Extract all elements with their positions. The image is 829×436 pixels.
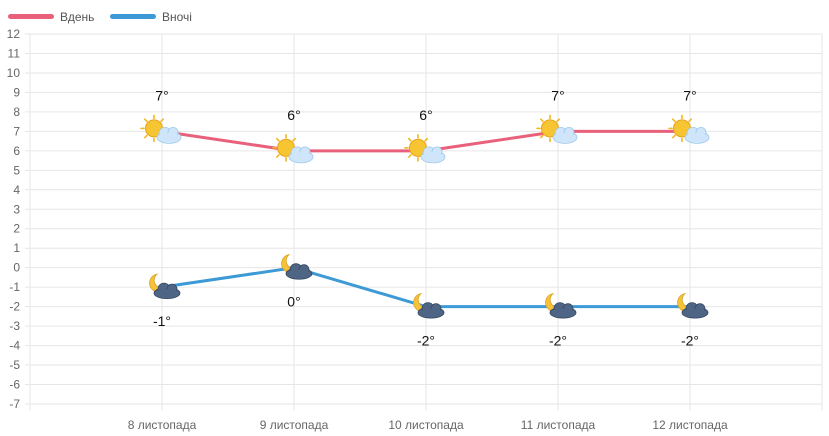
- y-tick-label: 9: [13, 85, 20, 99]
- y-tick-label: 8: [13, 105, 20, 119]
- data-label: 6°: [287, 107, 300, 123]
- y-tick-label: 7: [13, 124, 20, 138]
- legend-label: Вдень: [60, 10, 94, 24]
- x-tick-label: 9 листопада: [260, 418, 329, 432]
- sun-behind-cloud-icon: [140, 114, 182, 144]
- y-tick-label: 1: [13, 241, 20, 255]
- data-label: 7°: [155, 87, 168, 103]
- legend-item-night[interactable]: Вночі: [110, 10, 192, 24]
- sun-behind-cloud-icon: [536, 114, 578, 144]
- legend-swatch: [110, 14, 156, 19]
- y-tick-label: 10: [7, 66, 21, 80]
- y-tick-label: -2: [9, 300, 20, 314]
- y-tick-label: -5: [9, 358, 20, 372]
- data-label: 0°: [287, 294, 300, 310]
- legend[interactable]: Вдень Вночі: [8, 10, 192, 24]
- legend-item-day[interactable]: Вдень: [8, 10, 94, 24]
- y-tick-label: 12: [7, 27, 21, 41]
- sun-behind-cloud-icon: [668, 114, 710, 144]
- y-tick-label: 2: [13, 222, 20, 236]
- y-tick-label: -6: [9, 378, 20, 392]
- moon-dark-cloud-icon: [413, 292, 445, 319]
- sun-behind-cloud-icon: [272, 134, 314, 164]
- x-axis: 8 листопада 9 листопада 10 листопада 11 лис…: [128, 418, 728, 432]
- y-tick-label: 6: [13, 144, 20, 158]
- y-tick-label: -4: [9, 339, 20, 353]
- legend-swatch: [8, 14, 54, 19]
- moon-dark-cloud-icon: [149, 273, 181, 300]
- data-label: -2°: [417, 333, 435, 349]
- moon-dark-cloud-icon: [677, 292, 709, 319]
- sun-behind-cloud-icon: [404, 134, 446, 164]
- x-tick-label: 11 листопада: [521, 418, 596, 432]
- data-label: -1°: [153, 313, 171, 329]
- y-tick-label: 3: [13, 202, 20, 216]
- moon-dark-cloud-icon: [545, 292, 577, 319]
- data-label: 7°: [551, 87, 564, 103]
- data-label: 7°: [683, 87, 696, 103]
- weather-icons: [140, 114, 710, 319]
- data-label: -2°: [549, 333, 567, 349]
- data-labels: 7° 6° 6° 7° 7° -1° 0° -2° -2° -2°: [153, 87, 699, 348]
- y-tick-label: 4: [13, 183, 20, 197]
- y-tick-label: -1: [9, 280, 20, 294]
- moon-dark-cloud-icon: [281, 254, 313, 280]
- x-tick-label: 12 листопада: [652, 418, 728, 432]
- grid-lines: [25, 33, 823, 410]
- legend-label: Вночі: [162, 10, 192, 24]
- y-tick-label: 11: [8, 46, 21, 60]
- data-label: -2°: [681, 333, 699, 349]
- data-label: 6°: [419, 107, 432, 123]
- x-tick-label: 8 листопада: [128, 418, 197, 432]
- y-tick-label: 5: [13, 163, 20, 177]
- y-tick-label: -7: [9, 397, 20, 411]
- y-tick-label: -3: [9, 319, 20, 333]
- x-tick-label: 10 листопада: [388, 418, 464, 432]
- y-tick-label: 0: [13, 261, 20, 275]
